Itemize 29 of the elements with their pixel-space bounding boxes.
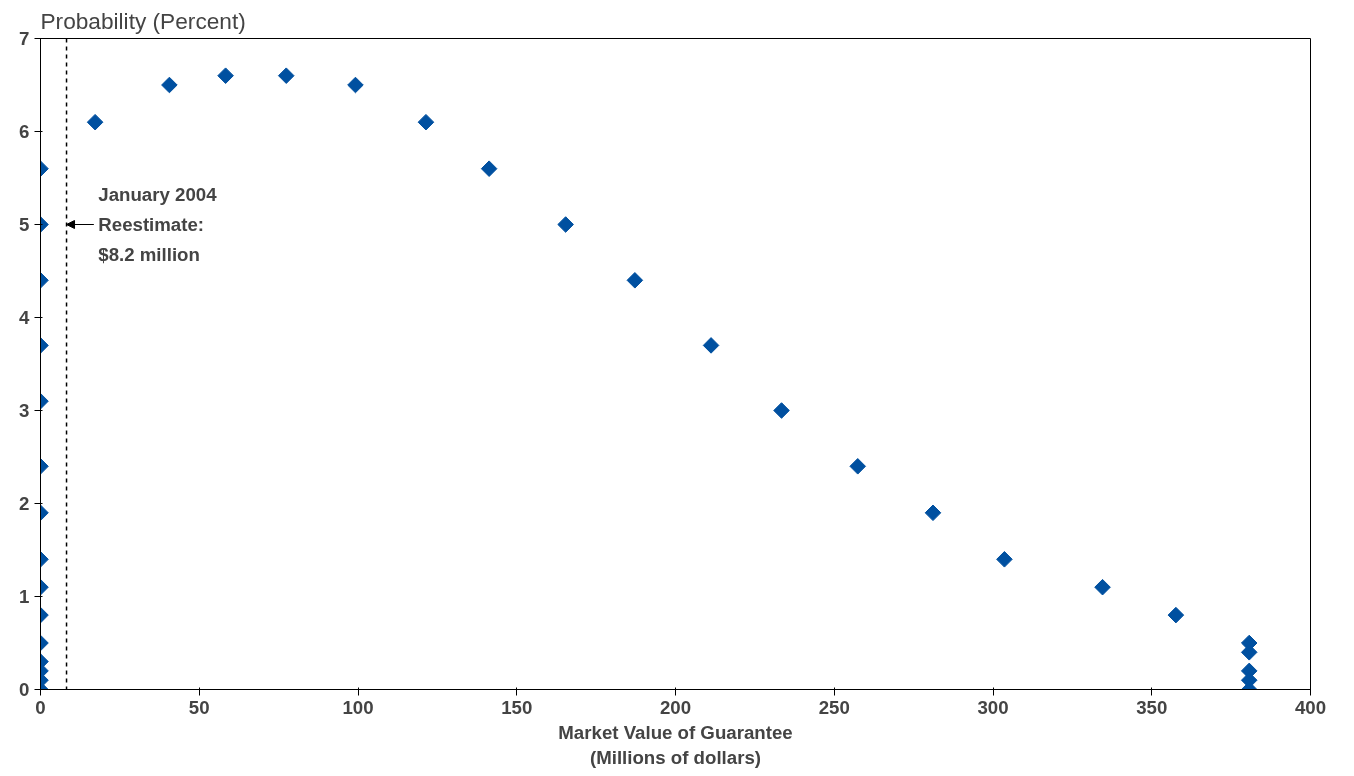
point [773, 402, 790, 419]
point [1167, 606, 1185, 624]
y-tick-label: 7 [19, 28, 30, 49]
point [702, 337, 720, 354]
x-tick-label: 300 [977, 696, 1009, 718]
x-axis-title: Market Value of Guarantee (Millions of dollars) [558, 721, 793, 768]
x-tick-label: 400 [1294, 696, 1327, 718]
y-tick-label: 3 [19, 400, 30, 421]
point [849, 458, 867, 475]
x-tick-label: 0 [35, 696, 46, 718]
y-tick-label: 5 [19, 214, 30, 235]
point [557, 216, 574, 233]
x-tick-label: 100 [342, 696, 374, 718]
x-tick-label: 150 [501, 696, 533, 718]
point [996, 551, 1013, 568]
x-tick-label: 50 [188, 696, 210, 718]
y-axis-title: Probability (Percent) [40, 7, 246, 34]
x-tick-label: 350 [1136, 696, 1168, 718]
y-tick-label: 4 [19, 307, 31, 328]
y-tick-label: 2 [19, 493, 30, 514]
x-tick-label: 250 [818, 696, 850, 718]
y-tick-label: 0 [19, 679, 30, 700]
annotation: January 2004 Reestimate: $8.2 million [98, 183, 218, 266]
point [1094, 578, 1111, 596]
x-tick-label: 200 [659, 696, 692, 718]
point [626, 272, 644, 289]
point [924, 504, 942, 522]
y-tick-label: 6 [19, 121, 30, 142]
y-tick-label: 1 [19, 586, 30, 607]
